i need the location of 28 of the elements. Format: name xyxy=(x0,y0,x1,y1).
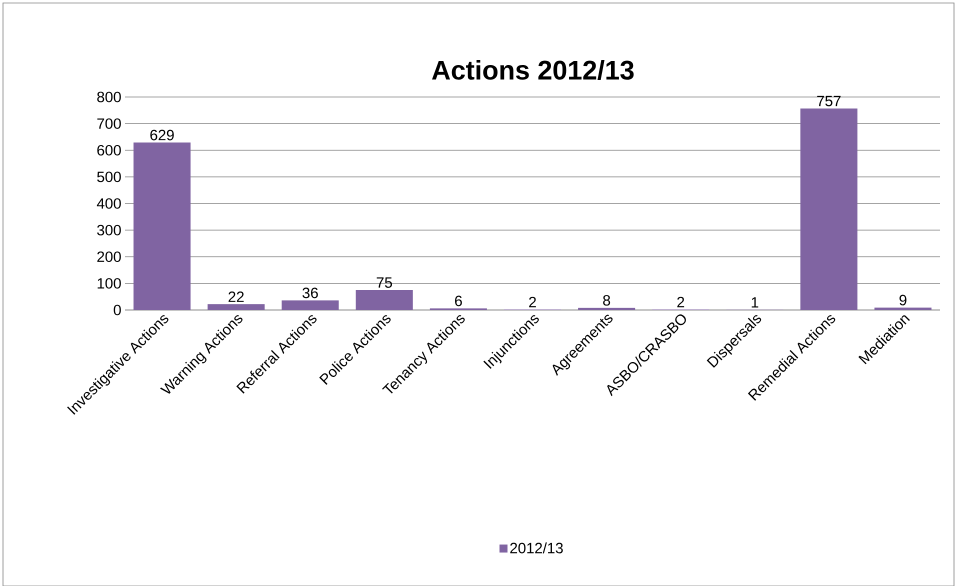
bar xyxy=(208,304,265,310)
data-label: 629 xyxy=(150,130,174,140)
y-tick-label: 800 xyxy=(97,92,121,102)
data-label: 8 xyxy=(603,294,610,306)
data-label: 9 xyxy=(900,294,906,306)
bar xyxy=(800,108,858,310)
y-tick-label: 200 xyxy=(97,251,121,262)
bar xyxy=(356,290,413,310)
y-tick-label: 600 xyxy=(97,144,121,156)
data-label: 1 xyxy=(752,297,758,308)
y-tick-label: 500 xyxy=(97,171,121,182)
bar xyxy=(134,142,191,310)
data-label: 2 xyxy=(529,296,536,308)
y-tick-label: 700 xyxy=(97,118,121,129)
data-label: 36 xyxy=(302,287,318,298)
data-label: 6 xyxy=(455,295,462,306)
y-tick-label: 100 xyxy=(98,278,121,288)
bar xyxy=(282,300,339,310)
y-tick-label: 0 xyxy=(114,304,121,316)
data-label: 2 xyxy=(677,296,684,308)
y-tick-label: 300 xyxy=(97,224,121,236)
chart-title: Actions 2012/13 xyxy=(432,60,634,80)
data-label: 75 xyxy=(376,277,392,288)
y-tick-label: 400 xyxy=(96,198,121,209)
data-label: 757 xyxy=(817,96,841,106)
legend-label: 2012/13 xyxy=(510,542,563,554)
bar xyxy=(874,307,932,310)
data-label: 22 xyxy=(228,291,244,302)
